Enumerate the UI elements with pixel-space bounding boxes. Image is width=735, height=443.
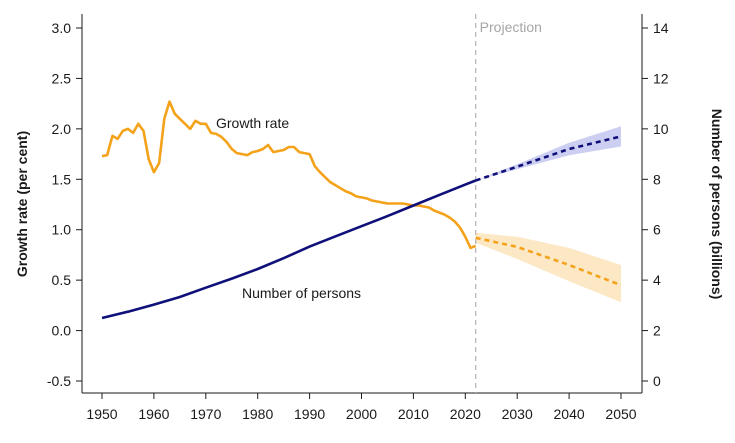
right-tick-label: 12 [653, 70, 669, 86]
right-tick-label: 8 [653, 171, 661, 187]
left-tick-label: 1.0 [52, 222, 72, 238]
x-tick-label: 2020 [450, 406, 481, 422]
left-tick-label: 0.0 [52, 323, 72, 339]
projection-marker: Projection [475, 14, 542, 393]
x-tick-label: 2040 [554, 406, 585, 422]
x-tick-label: 1960 [138, 406, 169, 422]
growth-rate-uncertainty-band [475, 232, 621, 303]
x-tick-label: 1990 [294, 406, 325, 422]
x-tick-label: 2000 [346, 406, 377, 422]
right-tick-label: 10 [653, 121, 669, 137]
right-tick-label: 4 [653, 272, 661, 288]
plot-frame [81, 14, 643, 394]
right-tick-label: 2 [653, 323, 661, 339]
right-tick-label: 0 [653, 373, 661, 389]
right-tick-label: 14 [653, 20, 669, 36]
x-axis-ticks: 1950 1960 1970 1980 1990 2000 2010 2020 2030 2040… [86, 393, 637, 422]
left-tick-label: 0.5 [52, 272, 72, 288]
persons-uncertainty-band [475, 126, 621, 181]
left-tick-label: 1.5 [52, 171, 72, 187]
left-tick-label: -0.5 [47, 373, 71, 389]
projection-bands [475, 126, 621, 303]
persons-line [101, 179, 477, 320]
right-axis-title: Number of persons (billions) [709, 109, 725, 300]
left-tick-label: 3.0 [52, 20, 72, 36]
right-axis-ticks: 0 2 4 6 8 10 12 14 [642, 20, 669, 389]
series-lines [101, 100, 622, 320]
x-tick-label: 1980 [242, 406, 273, 422]
persons-projection-line [475, 135, 622, 182]
x-tick-label: 2050 [605, 406, 636, 422]
number-of-persons-annotation: Number of persons [242, 285, 361, 301]
x-tick-label: 2030 [502, 406, 533, 422]
left-axis-ticks: -0.5 0.0 0.5 1.0 1.5 2.0 2.5 3.0 [47, 20, 82, 389]
growth-rate-annotation: Growth rate [216, 115, 289, 131]
x-tick-label: 1970 [190, 406, 221, 422]
left-tick-label: 2.5 [52, 70, 72, 86]
x-tick-label: 2010 [398, 406, 429, 422]
growth-rate-projection-line [475, 236, 622, 287]
left-axis-title: Growth rate (per cent) [14, 131, 30, 277]
x-tick-label: 1950 [86, 406, 117, 422]
left-tick-label: 2.0 [52, 121, 72, 137]
right-tick-label: 6 [653, 222, 661, 238]
projection-label: Projection [480, 19, 542, 35]
